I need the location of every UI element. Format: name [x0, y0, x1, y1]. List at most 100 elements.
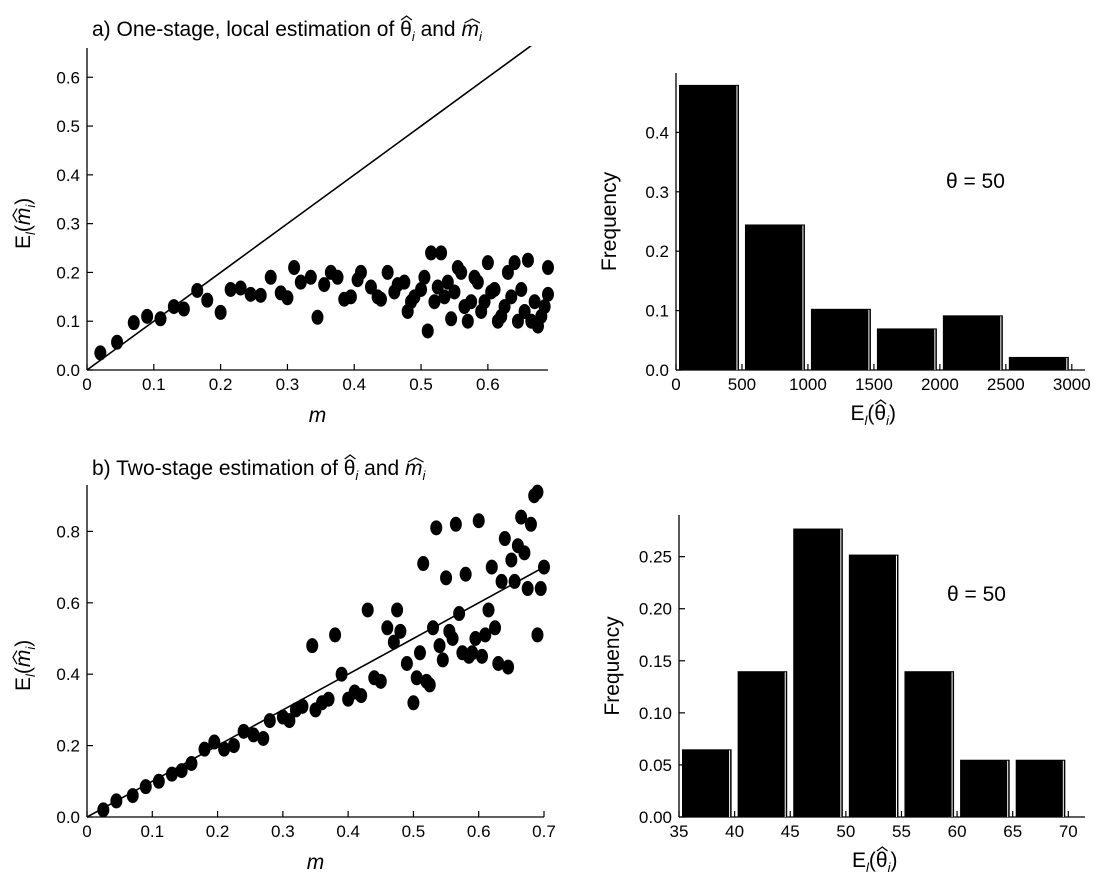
data-point	[538, 299, 551, 315]
data-point	[538, 559, 550, 575]
title-theta: θ	[344, 457, 356, 480]
title-m: m	[461, 18, 479, 41]
histogram-bar	[679, 84, 739, 370]
data-point	[471, 274, 484, 290]
data-point	[489, 620, 502, 636]
x-label-theta: θ	[876, 849, 888, 872]
x-axis-label: m	[307, 851, 325, 874]
y-tick-label: 0.4	[56, 166, 80, 185]
data-point	[428, 294, 441, 310]
y-label-i: i	[23, 204, 38, 208]
x-label-sub: l	[866, 860, 870, 875]
x-tick-label: 0.3	[276, 375, 300, 394]
data-point	[329, 627, 342, 643]
x-tick-label: 40	[725, 822, 744, 841]
data-point	[152, 773, 165, 789]
x-tick-label: 0	[82, 822, 91, 841]
x-tick-label: 3000	[1053, 375, 1091, 394]
data-point	[440, 570, 453, 586]
y-label-m: m	[12, 650, 35, 668]
y-tick-label: 0.2	[645, 242, 669, 261]
data-point	[335, 666, 348, 682]
theta-annotation: θ = 50	[947, 583, 1006, 606]
data-point	[438, 289, 451, 305]
data-point	[485, 559, 498, 575]
data-point	[415, 282, 428, 297]
y-tick-label: 0.2	[56, 263, 80, 282]
y-tick-label: 0.5	[56, 117, 80, 136]
data-point	[542, 286, 554, 302]
data-point	[534, 581, 547, 597]
data-point	[400, 655, 413, 671]
data-point	[459, 566, 472, 582]
y-tick-label: 0.0	[56, 808, 80, 827]
title-m-hat	[407, 457, 424, 463]
x-tick-label: 0.3	[271, 822, 295, 841]
y-tick-label: 0.3	[645, 183, 669, 202]
data-point	[227, 738, 240, 754]
data-point	[498, 531, 511, 547]
title-sub-i: i	[412, 29, 416, 44]
x-tick-label: 35	[670, 822, 689, 841]
data-point	[391, 602, 404, 618]
y-label-e: E	[12, 677, 35, 691]
data-point	[518, 303, 531, 319]
y-tick-label: 0.15	[639, 652, 672, 671]
y-tick-label: 0.05	[639, 756, 672, 775]
data-point	[492, 655, 505, 671]
y-tick-label: 0.6	[56, 68, 80, 87]
x-tick-label: 0	[82, 375, 91, 394]
y-axis-label: Frequency	[598, 171, 621, 271]
data-point	[410, 670, 423, 686]
data-point	[208, 734, 221, 750]
y-label-sub: l	[23, 673, 38, 677]
histogram-bar	[876, 328, 937, 370]
histogram-bar	[1015, 759, 1066, 817]
data-point	[281, 290, 294, 306]
data-point	[542, 260, 554, 276]
data-point	[306, 638, 319, 654]
x-tick-label: 50	[836, 822, 855, 841]
x-tick-label: 70	[1059, 822, 1078, 841]
data-point	[354, 264, 367, 280]
data-point	[175, 763, 188, 779]
data-point	[264, 269, 277, 285]
data-point	[423, 677, 436, 693]
x-tick-label: 0.7	[532, 822, 556, 841]
histogram-bar	[960, 759, 1010, 817]
x-tick-label: 55	[892, 822, 911, 841]
title-prefix: b) Two-stage estimation of	[92, 457, 344, 480]
data-point	[381, 620, 394, 636]
y-tick-label: 0.0	[56, 361, 80, 380]
data-point	[501, 264, 514, 280]
histogram-bar	[904, 671, 955, 817]
y-axis-label: El(mi)	[12, 640, 38, 691]
data-point	[478, 294, 491, 310]
data-point	[364, 279, 377, 295]
y-tick-label: 0.4	[56, 665, 80, 684]
y-tick-label: 0.8	[56, 522, 80, 541]
x-tick-label: 60	[948, 822, 967, 841]
x-tick-label: 0.1	[140, 822, 164, 841]
histogram-bar	[942, 315, 1003, 370]
data-point	[407, 695, 420, 711]
data-point	[521, 581, 534, 597]
data-point	[394, 623, 407, 639]
data-point	[413, 645, 426, 661]
data-point	[254, 287, 267, 303]
x-tick-label: 65	[1003, 822, 1022, 841]
data-point	[139, 779, 152, 795]
data-point	[398, 274, 411, 290]
data-point	[355, 688, 368, 704]
data-point	[445, 311, 458, 327]
data-point	[191, 282, 204, 298]
data-point	[201, 292, 214, 308]
data-point	[472, 513, 485, 529]
data-point	[141, 308, 154, 324]
x-tick-label: 0.1	[142, 375, 166, 394]
data-point	[455, 264, 468, 280]
title-sub-i: i	[423, 468, 427, 483]
x-tick-label: 0.6	[476, 375, 500, 394]
histogram-bar	[793, 528, 843, 817]
data-point	[511, 313, 524, 329]
